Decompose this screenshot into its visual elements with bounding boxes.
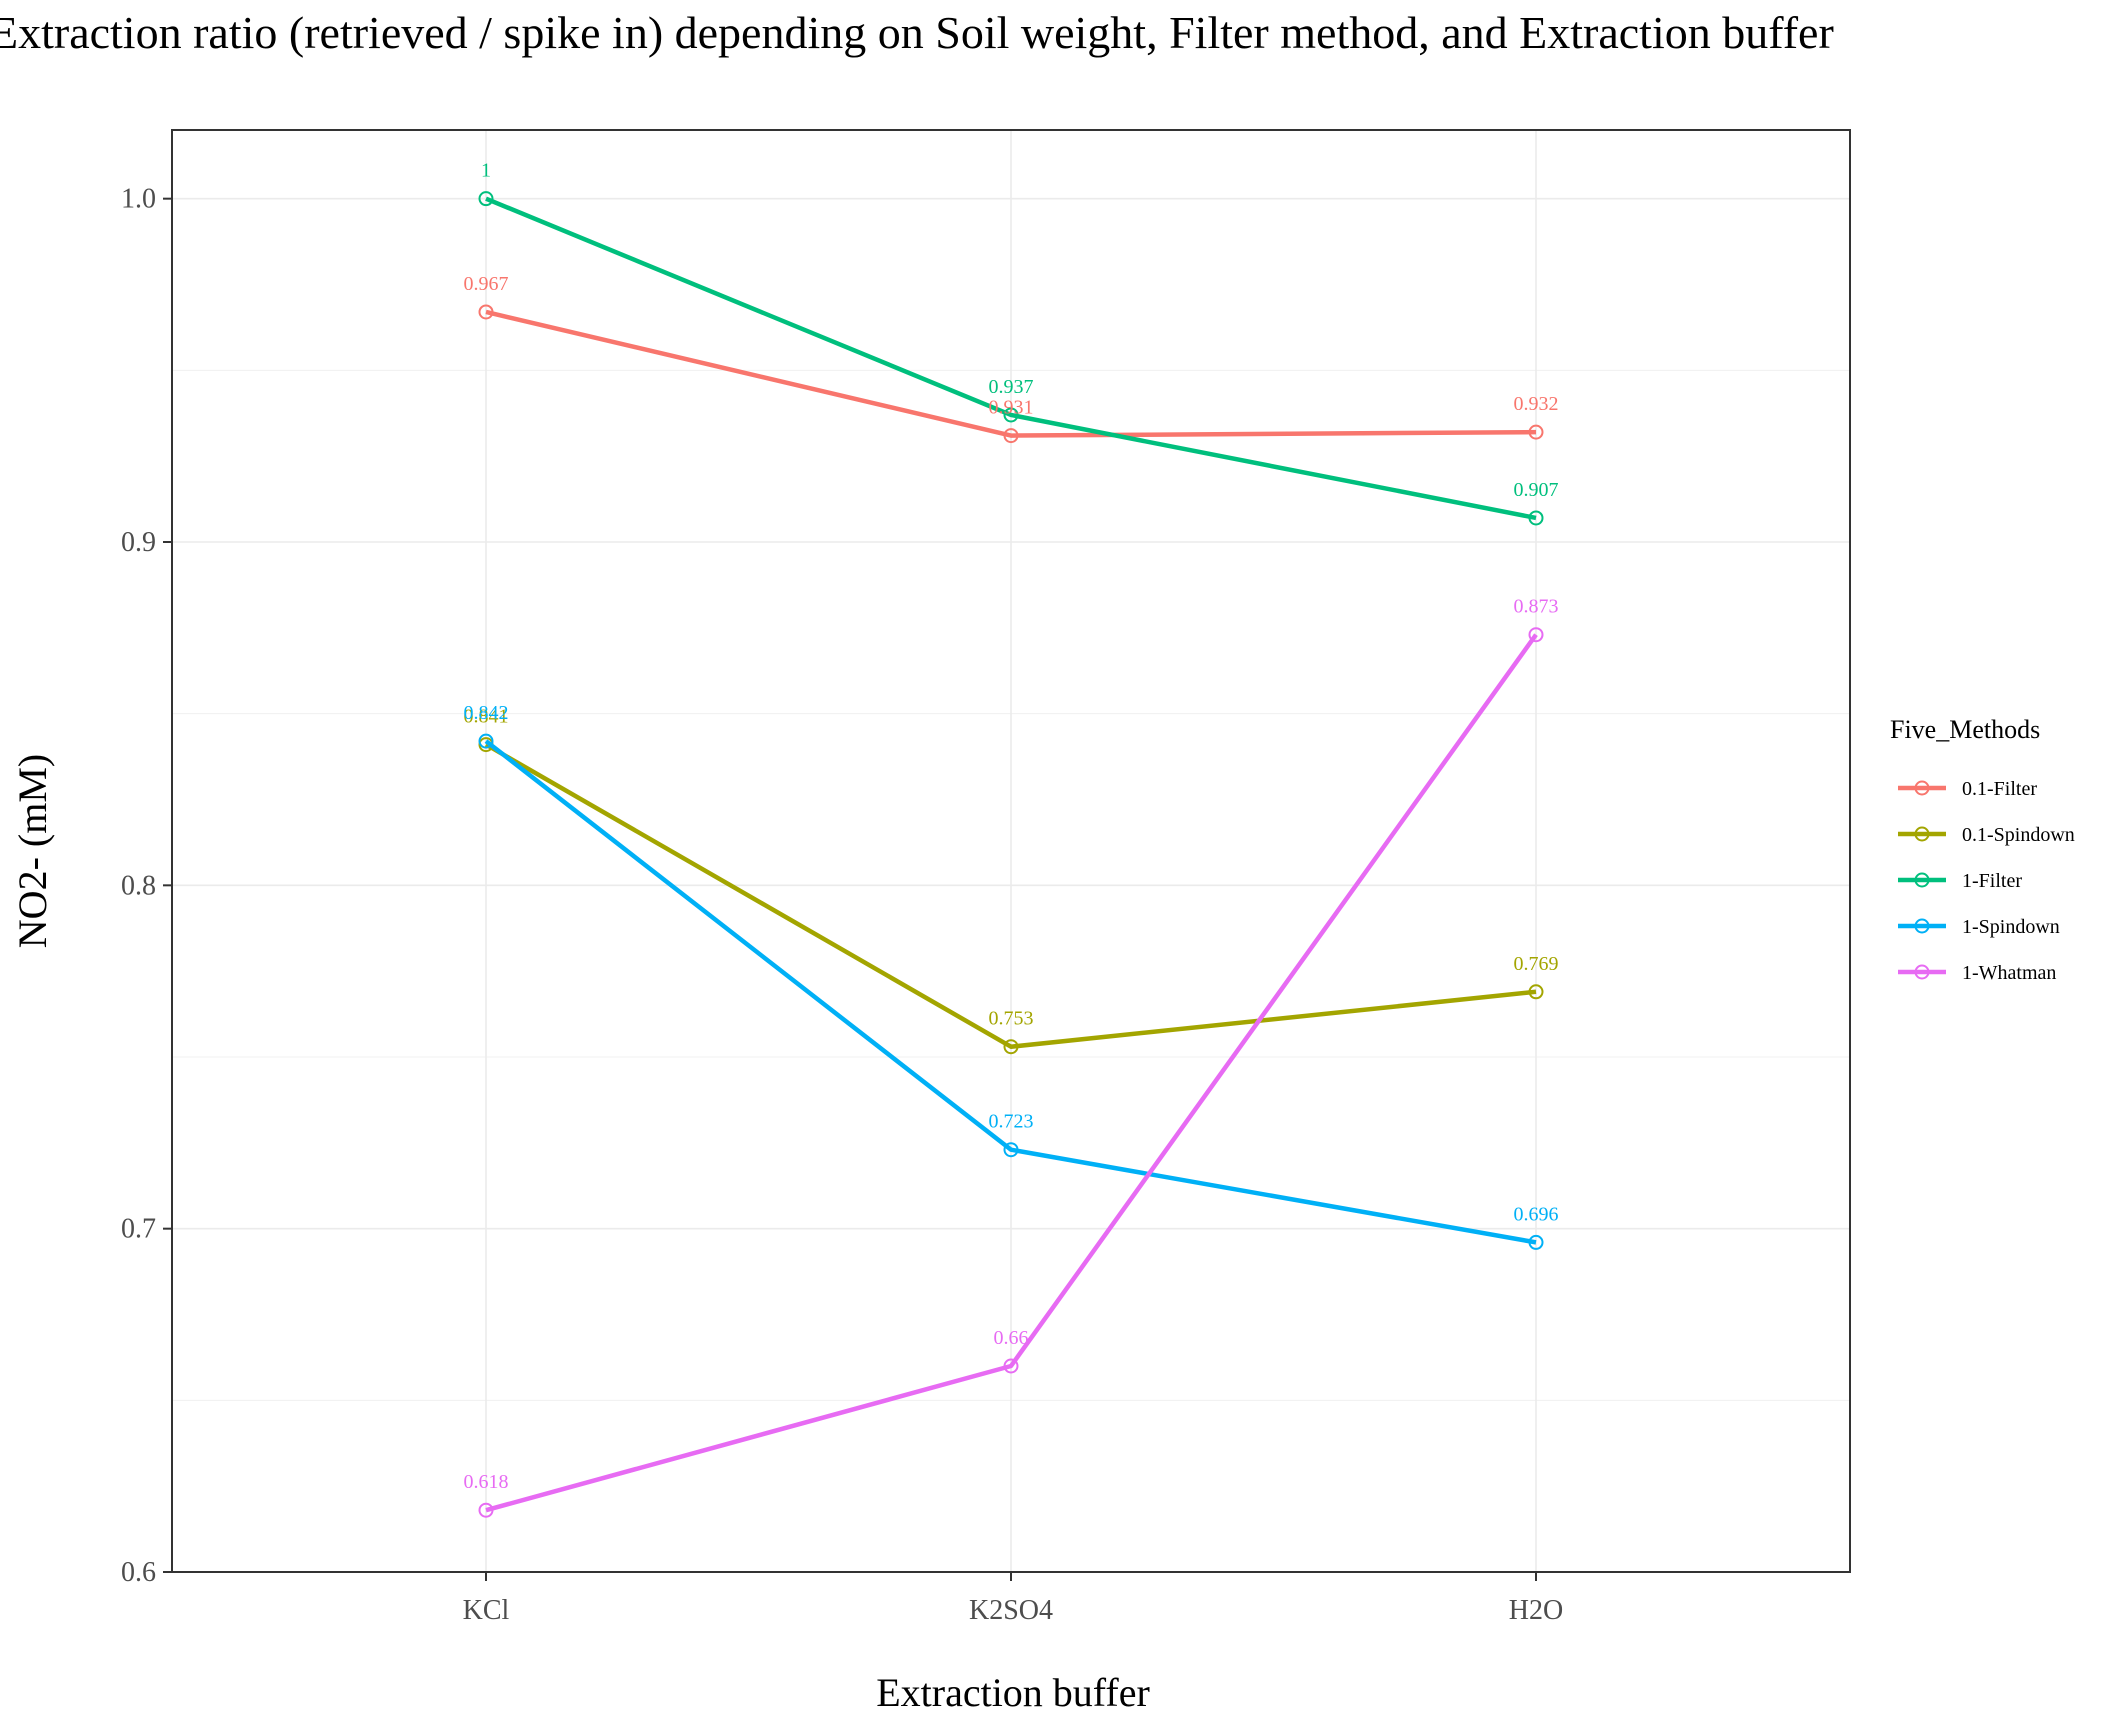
- chart-title: Extraction ratio (retrieved / spike in) …: [0, 7, 1834, 58]
- grid-major: [172, 130, 1850, 1573]
- data-label: 0.873: [1514, 596, 1559, 618]
- y-tick-label: 1.0: [121, 184, 156, 215]
- legend-key-point: [1914, 780, 1930, 796]
- y-tick-label: 0.8: [121, 870, 156, 901]
- data-point: [1003, 407, 1019, 423]
- series-layer: [478, 191, 1544, 1518]
- y-tick-label: 0.9: [121, 527, 156, 558]
- data-point: [1003, 428, 1019, 444]
- x-tick-label: K2SO4: [969, 1595, 1053, 1626]
- data-point: [1003, 1358, 1019, 1374]
- data-label: 0.931: [989, 397, 1034, 419]
- y-axis-title: NO2- (mM): [10, 754, 55, 948]
- legend-title: Five_Methods: [1890, 715, 2040, 744]
- data-label: 0.618: [464, 1471, 509, 1493]
- data-point: [478, 304, 494, 320]
- data-point: [478, 733, 494, 749]
- legend-key-point: [1914, 964, 1930, 980]
- y-tick-label: 0.7: [121, 1214, 156, 1245]
- data-label: 0.842: [464, 702, 509, 724]
- data-label: 0.932: [1514, 393, 1559, 415]
- data-point: [1528, 1234, 1544, 1250]
- x-axis-title: Extraction buffer: [876, 1670, 1150, 1715]
- y-axis: 0.6 0.7 0.8 0.9 1.0: [121, 184, 172, 1588]
- legend-label: 0.1-Spindown: [1962, 824, 2075, 846]
- legend-key-point: [1914, 872, 1930, 888]
- data-point: [1003, 1142, 1019, 1158]
- series-line: [485, 309, 1537, 438]
- legend-key-point: [1914, 826, 1930, 842]
- data-point: [1528, 627, 1544, 643]
- legend-key-point: [1914, 918, 1930, 934]
- data-point: [1528, 424, 1544, 440]
- legend-label: 1-Spindown: [1962, 916, 2060, 938]
- data-label: 1: [481, 160, 491, 182]
- data-label: 0.723: [989, 1111, 1034, 1133]
- data-point: [1528, 984, 1544, 1000]
- x-tick-label: KCl: [463, 1595, 510, 1626]
- legend-label: 0.1-Filter: [1962, 778, 2037, 800]
- x-tick-label: H2O: [1509, 1595, 1563, 1626]
- data-label-layer: 0.967 0.931 0.932 0.841 0.753 0.769 1 0.937 0.90…: [464, 160, 1559, 1494]
- series-line: [485, 196, 1537, 521]
- x-axis: KCl K2SO4 H2O: [463, 1572, 1563, 1626]
- legend-label: 1-Filter: [1962, 870, 2022, 892]
- data-point: [1528, 510, 1544, 526]
- data-label: 0.66: [994, 1327, 1029, 1349]
- series-line: [485, 633, 1538, 1513]
- series-line: [484, 739, 1537, 1245]
- data-point: [478, 191, 494, 207]
- data-point: [478, 1502, 494, 1518]
- y-tick-label: 0.6: [121, 1557, 156, 1588]
- legend-label: 1-Whatman: [1962, 962, 2056, 984]
- data-label: 0.907: [1514, 479, 1559, 501]
- data-label: 0.769: [1514, 953, 1559, 975]
- data-label: 0.841: [464, 706, 509, 728]
- data-label: 0.753: [989, 1008, 1034, 1030]
- legend: Five_Methods 0.1-Filter 0.1-Spindown 1-Fil…: [1890, 715, 2075, 984]
- data-point: [1003, 1039, 1019, 1055]
- data-label: 0.937: [989, 376, 1034, 398]
- series-line: [484, 742, 1537, 1049]
- data-label: 0.696: [1514, 1203, 1559, 1225]
- data-label: 0.967: [464, 273, 509, 295]
